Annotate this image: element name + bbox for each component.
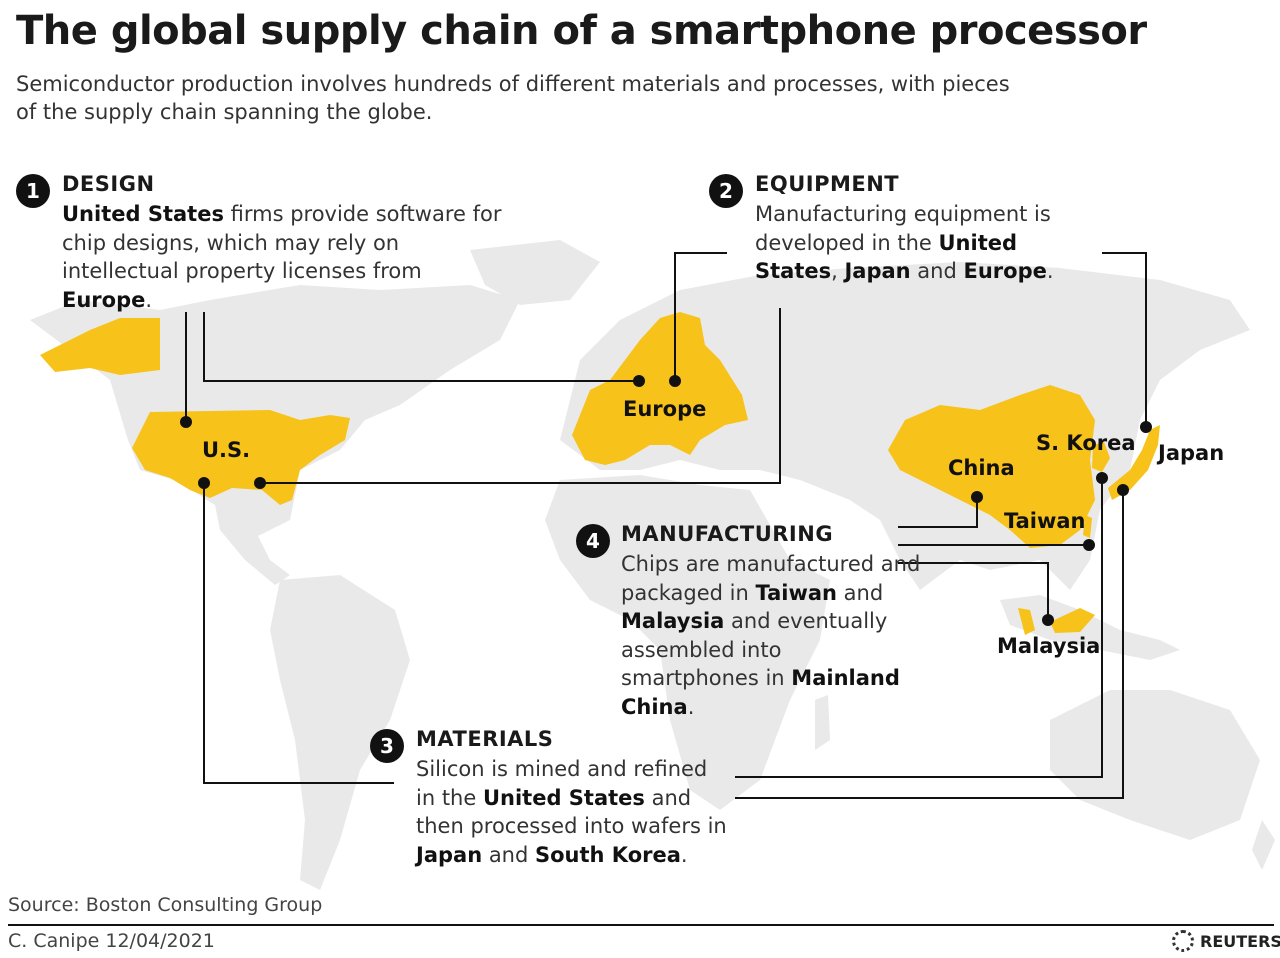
credit-line: C. Canipe 12/04/2021 (8, 930, 215, 952)
dot-us-equipment (254, 477, 266, 489)
manufacturing-line-malaysia (898, 562, 1049, 620)
design-line-europe (203, 312, 639, 382)
highlight-malaysia (1018, 608, 1095, 635)
land-new-zealand (1252, 820, 1275, 870)
equipment-title: EQUIPMENT (755, 172, 900, 196)
description-text: Silicon is mined and refined in the (416, 757, 708, 810)
equipment-line-europe (674, 252, 727, 381)
highlight-china (888, 385, 1095, 548)
manufacturing-title: MANUFACTURING (621, 522, 834, 546)
design-step-badge: 1 (16, 174, 50, 208)
highlighted-place: Japan (844, 259, 911, 283)
chart-subtitle: Semiconductor production involves hundre… (16, 72, 1010, 124)
label-china: China (948, 456, 1015, 480)
materials-line-japan (735, 490, 1124, 799)
highlighted-place: South Korea (535, 842, 681, 867)
manufacturing-step-badge: 4 (576, 524, 610, 558)
dot-korea-materials (1096, 472, 1108, 484)
label-japan: Japan (1158, 441, 1225, 465)
equipment-line-us (260, 308, 781, 484)
reuters-logo: REUTERS (1172, 930, 1280, 952)
footer-divider (8, 924, 1274, 926)
description-text: . (1046, 259, 1054, 283)
description-text: and (910, 259, 964, 283)
highlighted-place: Malaysia (621, 609, 725, 633)
materials-line-korea (735, 478, 1103, 778)
manufacturing-line-china (898, 497, 978, 528)
land-south-america (270, 575, 410, 890)
materials-step-badge: 3 (370, 729, 404, 763)
dot-europe-design (633, 375, 645, 387)
materials-description: Silicon is mined and refined in the Unit… (416, 755, 731, 869)
description-text: and (482, 842, 535, 867)
highlighted-place: Mainland China (621, 666, 900, 719)
description-text: , (831, 259, 845, 283)
reuters-logo-text: REUTERS (1200, 931, 1280, 951)
land-southeast-asia (1000, 595, 1180, 660)
land-central-america (215, 505, 290, 585)
description-text: and then processed into wafers in (416, 785, 727, 839)
highlight-europe (572, 312, 748, 465)
dot-us-materials (198, 477, 210, 489)
materials-line-us (203, 483, 394, 784)
highlighted-place: United States (482, 785, 645, 810)
highlight-alaska (40, 318, 160, 375)
label-taiwan: Taiwan (1004, 509, 1086, 533)
location-dots (180, 375, 1152, 626)
highlighted-place: United States (755, 230, 1018, 284)
description-text: and (837, 580, 884, 605)
highlight-japan (1108, 425, 1160, 500)
description-text: Manufacturing equipment is developed in … (755, 202, 1051, 255)
highlighted-place: Taiwan (755, 580, 837, 605)
materials-title: MATERIALS (416, 727, 554, 751)
highlighted-countries (40, 312, 1160, 635)
highlight-s-korea (1092, 442, 1110, 472)
land-madagascar (815, 695, 830, 750)
land-australia (1050, 690, 1260, 840)
dot-us-design (180, 416, 192, 428)
land-greenland (470, 240, 600, 305)
description-text: . (680, 842, 688, 867)
highlighted-place: Europe (963, 259, 1047, 283)
dot-europe-equipment (669, 375, 681, 387)
equipment-step-badge: 2 (709, 174, 743, 208)
dot-taiwan (1083, 539, 1095, 551)
chart-title: The global supply chain of a smartphone … (16, 8, 1147, 54)
description-text: . (145, 287, 153, 312)
description-text: Chips are manufactured and packaged in (621, 552, 921, 605)
label-s-korea: S. Korea (1036, 431, 1136, 455)
highlight-taiwan (1083, 515, 1092, 538)
label-us: U.S. (202, 438, 251, 462)
highlighted-place: Japan (416, 842, 483, 867)
dot-china (971, 491, 983, 503)
label-malaysia: Malaysia (997, 634, 1101, 658)
design-title: DESIGN (62, 172, 155, 196)
design-description: United States firms provide software for… (62, 200, 502, 314)
highlighted-place: Europe (62, 287, 146, 312)
dot-japan-materials (1117, 484, 1129, 496)
highlight-united-states (132, 410, 350, 505)
manufacturing-description: Chips are manufactured and packaged in T… (621, 550, 921, 721)
dot-malaysia (1042, 614, 1054, 626)
equipment-description: Manufacturing equipment is developed in … (755, 200, 1090, 286)
description-text: firms provide software for chip designs,… (62, 202, 502, 283)
land-background (30, 240, 1275, 890)
description-text: and eventually assembled into smartphone… (621, 609, 888, 690)
description-text: . (687, 694, 695, 719)
label-europe: Europe (623, 397, 707, 421)
equipment-line-japan (1102, 252, 1147, 427)
leader-lines (185, 252, 1147, 799)
land-africa (545, 475, 830, 810)
reuters-logo-icon (1172, 930, 1194, 952)
dot-japan-equipment (1140, 421, 1152, 433)
highlighted-place: United States (62, 202, 224, 226)
source-note: Source: Boston Consulting Group (8, 894, 323, 916)
